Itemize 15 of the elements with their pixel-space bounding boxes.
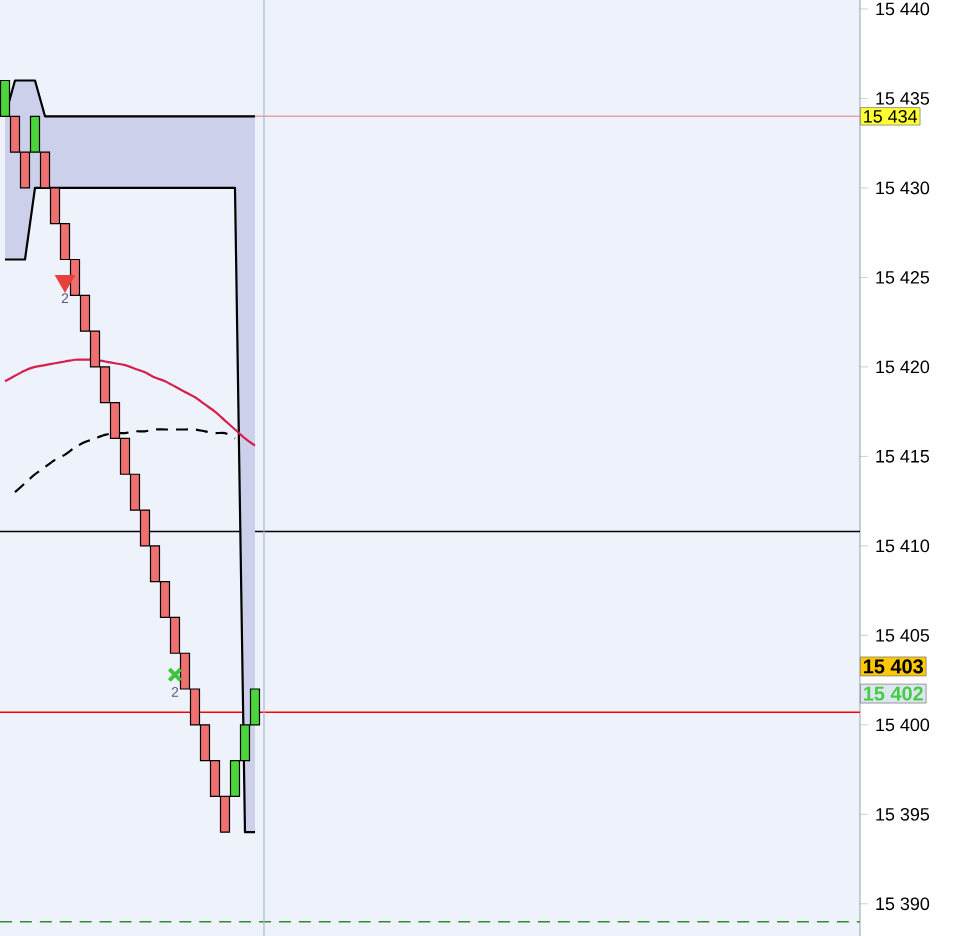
- y-tick-label: 15 440: [876, 2, 930, 16]
- y-tick-label: 15 390: [876, 897, 930, 911]
- y-tick-label: 15 435: [876, 92, 930, 105]
- y-tick-label: 15 420: [876, 360, 930, 374]
- y-tick-label: 15 415: [876, 450, 930, 463]
- y-tick-label: 15 400: [876, 718, 930, 732]
- y-tick-label: 15 410: [876, 539, 930, 553]
- line-series: [3, 358, 257, 447]
- y-tick-label: 15 405: [876, 628, 930, 642]
- text: 15 403: [864, 659, 923, 674]
- y-tick-label: 15 425: [876, 271, 930, 284]
- y-tick-label: 15 395: [876, 807, 930, 821]
- text: 15 402: [864, 686, 923, 701]
- ref-line-label: 15 434: [864, 109, 918, 123]
- y-tick-label: 15 430: [876, 181, 930, 195]
